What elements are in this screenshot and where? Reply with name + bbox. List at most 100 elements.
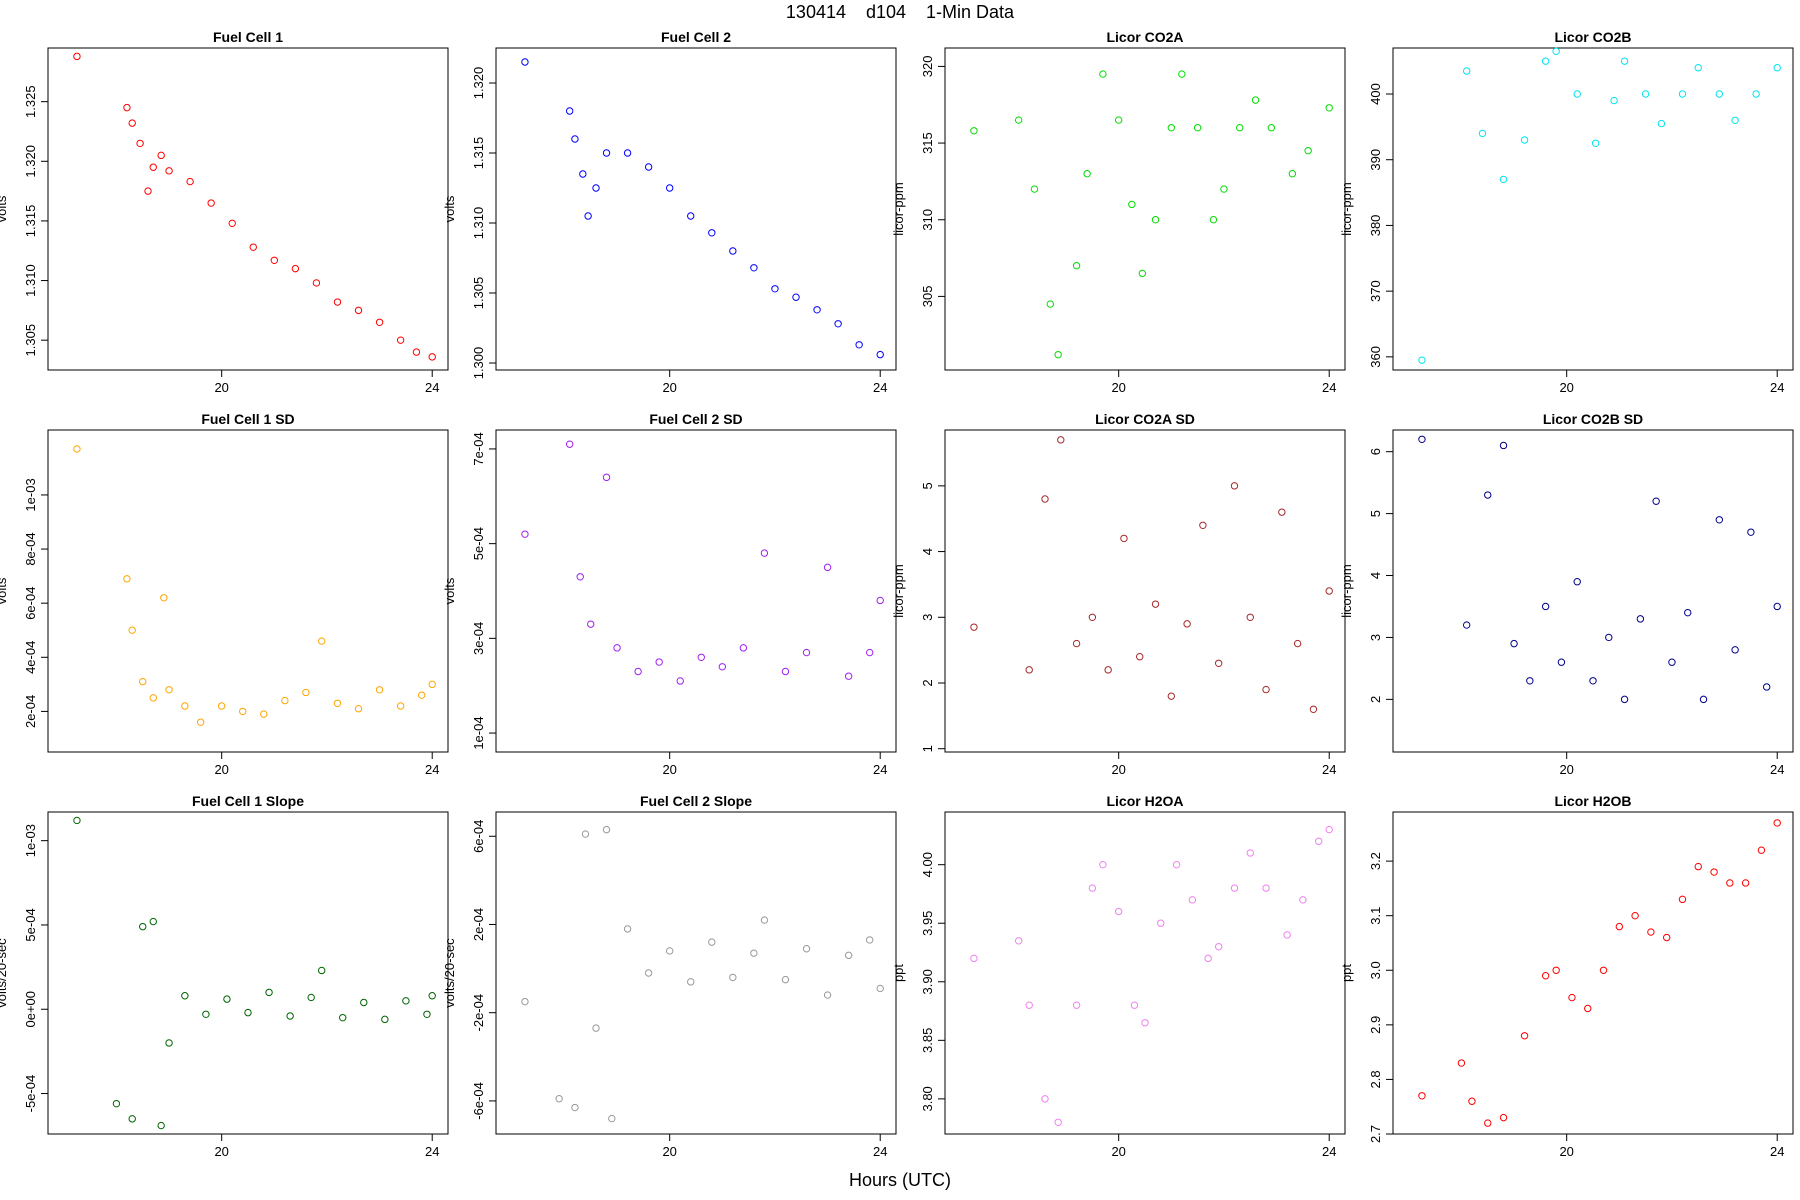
data-point <box>708 938 716 946</box>
y-tick-label: 400 <box>1368 83 1383 105</box>
y-tick-label: 0e+00 <box>23 991 38 1028</box>
data-point <box>1541 602 1550 611</box>
data-point <box>1678 895 1687 904</box>
data-point <box>149 917 157 926</box>
plot-frame <box>1392 429 1794 753</box>
x-tick-label: 20 <box>1111 1144 1125 1159</box>
data-point <box>73 816 81 825</box>
data-point <box>196 718 205 726</box>
data-point <box>375 318 384 326</box>
data-point <box>217 702 226 710</box>
data-point <box>623 925 632 933</box>
y-axis-label: licor-ppm <box>1339 182 1354 235</box>
y-tick-label: 4 <box>1368 572 1383 579</box>
data-point <box>1157 919 1165 927</box>
data-point <box>128 119 136 127</box>
data-point <box>1520 136 1529 144</box>
data-point <box>1605 633 1613 642</box>
data-point <box>1278 508 1286 516</box>
data-point <box>1072 1001 1081 1009</box>
data-point <box>1591 139 1600 147</box>
y-tick-label: 3.2 <box>1368 852 1383 870</box>
panel-title: Fuel Cell 1 Slope <box>192 793 304 809</box>
data-point <box>157 151 165 160</box>
data-point <box>1541 972 1550 980</box>
data-point <box>207 199 215 207</box>
y-tick-label: 2.9 <box>1368 1016 1383 1034</box>
data-point <box>1057 436 1065 444</box>
y-tick-label: 1.310 <box>471 207 486 240</box>
data-point <box>1072 262 1081 270</box>
plot-frame <box>1392 47 1794 371</box>
data-point <box>249 243 257 251</box>
data-point <box>844 951 853 960</box>
data-point <box>139 677 147 686</box>
y-tick-label: 1.315 <box>23 205 38 238</box>
data-point <box>1418 1092 1426 1100</box>
y-axis-label: volts <box>0 577 9 604</box>
data-point <box>307 993 315 1002</box>
data-point <box>1193 124 1202 132</box>
data-point <box>1220 185 1228 193</box>
data-point <box>521 997 529 1006</box>
data-point <box>339 1013 347 1022</box>
panel-title: Licor CO2A <box>1106 29 1183 45</box>
data-point <box>281 696 289 705</box>
data-point <box>1167 692 1176 700</box>
data-point <box>1054 1118 1062 1126</box>
y-axis-label: volts <box>442 577 457 604</box>
panel-3: Licor CO2A licor-ppm 305 310 315 320 20 24 <box>891 29 1346 395</box>
data-point <box>1715 516 1724 524</box>
y-tick-label: 7e-04 <box>471 432 486 465</box>
y-tick-label: -5e-04 <box>23 1075 38 1113</box>
data-point <box>729 247 737 255</box>
data-point <box>1230 482 1239 490</box>
data-point <box>634 667 642 676</box>
x-tick-label: 20 <box>214 1144 228 1159</box>
data-point <box>1283 931 1291 939</box>
data-point <box>1072 639 1081 648</box>
data-point <box>729 973 737 982</box>
data-point <box>202 1010 210 1019</box>
data-point <box>1014 116 1023 124</box>
data-point <box>333 699 342 707</box>
y-tick-label: 3.80 <box>920 1086 935 1111</box>
data-point <box>223 995 231 1003</box>
data-point <box>160 594 168 602</box>
y-tick-label: 1e-04 <box>471 716 486 749</box>
data-point <box>1773 602 1781 611</box>
data-point <box>1731 116 1739 124</box>
data-point <box>396 702 405 710</box>
x-tick-label: 24 <box>873 380 887 395</box>
data-point <box>428 353 436 361</box>
data-point <box>608 1114 616 1123</box>
x-tick-label: 24 <box>1770 1144 1784 1159</box>
data-point <box>1030 185 1039 193</box>
data-point <box>865 936 874 944</box>
data-point <box>665 184 674 192</box>
data-point <box>128 1115 136 1123</box>
data-point <box>587 620 595 628</box>
data-point <box>844 672 853 680</box>
y-tick-label: 310 <box>920 209 935 231</box>
page-title: 130414 d104 1-Min Data <box>785 2 1015 22</box>
data-point <box>1299 896 1307 904</box>
y-axis-label: ppt <box>1339 964 1354 982</box>
data-point <box>1457 1059 1466 1067</box>
data-point <box>1151 600 1160 608</box>
data-point <box>1046 300 1054 308</box>
data-point <box>228 219 236 228</box>
data-point <box>760 916 769 924</box>
data-point <box>1120 534 1128 543</box>
data-point <box>1484 1119 1492 1127</box>
y-tick-label: 4.00 <box>920 852 935 877</box>
x-tick-label: 20 <box>214 380 228 395</box>
data-point <box>802 648 811 657</box>
y-tick-label: 1e-03 <box>23 478 38 511</box>
x-tick-label: 20 <box>1559 762 1573 777</box>
plot-frame <box>47 47 449 371</box>
data-point <box>1715 90 1724 98</box>
data-point <box>1462 67 1471 75</box>
data-point <box>1694 64 1702 72</box>
y-tick-label: 5e-04 <box>471 527 486 560</box>
